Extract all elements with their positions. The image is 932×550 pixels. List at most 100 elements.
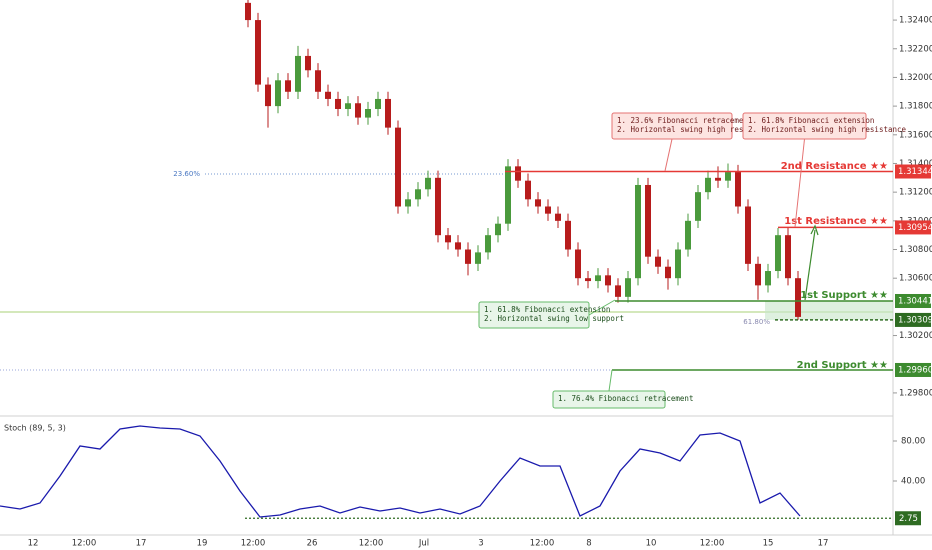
candle-body [735,172,741,207]
support-zone [765,300,893,320]
level-tag [895,220,931,235]
y-tick-label: 1.31200 [899,188,932,198]
y-tick-label: 1.32400 [899,16,932,26]
candle-body [675,249,681,279]
candle-body [375,98,381,109]
candle-body [425,177,431,190]
candle-body [245,2,251,21]
x-tick-label: 19 [197,539,208,549]
candle-body [795,278,801,317]
candle-body [475,252,481,264]
candle-body [595,275,601,282]
fib-label: 23.60% [173,170,200,178]
annotation-text: 2. Horizontal swing high resistance [617,125,776,134]
candle-body [515,166,521,181]
candle-body [765,271,771,286]
x-tick-label: 15 [763,539,774,549]
x-tick-label: 26 [307,539,318,549]
candle-body [615,285,621,297]
candle-body [505,166,511,224]
x-tick-label: 3 [478,539,483,549]
candle-body [745,206,751,264]
candle-body [335,98,341,109]
level-label: 1.31344 [898,167,932,177]
candle-body [355,103,361,118]
candle-body [755,263,761,286]
annotation-text: 2. Horizontal swing high resistance [748,125,907,134]
candle-body [775,235,781,272]
candle-body [495,223,501,236]
x-tick-label: 12:00 [530,539,555,549]
x-tick-label: 10 [646,539,657,549]
annotation-box [742,112,867,140]
candle-body [635,184,641,279]
level-tag [895,362,931,377]
fib-label: 61.80% [743,318,770,326]
candle-body [415,189,421,200]
candle-body [315,70,321,92]
level-name: 1st Support ★★ [800,290,888,301]
x-tick-label: 12:00 [700,539,725,549]
x-tick-label: 12 [28,539,39,549]
stoch-line [0,425,801,518]
candle-body [455,242,461,250]
candle-body [285,80,291,92]
y-tick-label: 1.30200 [899,331,932,341]
annotation-text: 2. Horizontal swing low support [484,314,624,323]
y-tick-label: 40.00 [901,477,925,487]
level-label: 1.30309 [898,315,932,325]
candle-body [525,180,531,200]
annotation-pointer [588,299,616,316]
candle-body [535,199,541,207]
level-label: 1.30441 [898,296,932,306]
y-tick-label: 80.00 [901,437,925,447]
candle-body [305,55,311,71]
y-tick-label: 1.31800 [899,102,932,112]
candle-body [365,108,371,118]
candle-body [265,84,271,107]
candle-body [655,256,661,267]
annotation-text: 1. 76.4% Fibonacci retracement [558,394,693,403]
annotation-text: 1. 61.8% Fibonacci extension [748,116,874,125]
candle-body [405,199,411,207]
candle-body [605,275,611,286]
y-tick-label: 1.31600 [899,130,932,140]
candle-body [785,235,791,279]
candle-body [705,177,711,193]
candle-body [325,91,331,99]
level-name: 1st Resistance ★★ [784,216,888,227]
x-tick-label: 12:00 [72,539,97,549]
annotation-pointer [794,138,805,228]
annotation-box [478,301,590,329]
annotation-box [611,112,733,140]
candle-body [345,103,351,109]
annotation-pointer [664,138,673,172]
x-tick-label: 12:00 [241,539,266,549]
y-tick-label: 1.32200 [899,44,932,54]
candle-body [695,192,701,221]
candle-body [665,266,671,279]
y-tick-label: 1.31400 [899,159,932,169]
candle-body [575,249,581,279]
candle-body [445,235,451,243]
stoch-level-tag [895,511,921,526]
candle-body [715,177,721,181]
x-tick-label: 17 [136,539,147,549]
y-tick-label: 1.30800 [899,245,932,255]
candle-body [565,220,571,250]
level-label: 1.30954 [898,223,932,233]
candle-body [395,127,401,207]
x-tick-label: 12:00 [359,539,384,549]
projection-arrow [804,229,816,301]
level-name: 2nd Resistance ★★ [781,161,888,172]
stoch-title: Stoch (89, 5, 3) [4,424,66,433]
level-name: 2nd Support ★★ [797,360,888,371]
annotation-text: 1. 23.6% Fibonacci retracement [617,116,752,125]
candle-body [485,235,491,253]
stoch-level-label: 2.75 [899,514,918,524]
y-tick-label: 1.29800 [899,388,932,398]
candle-body [465,249,471,264]
candle-body [645,184,651,257]
